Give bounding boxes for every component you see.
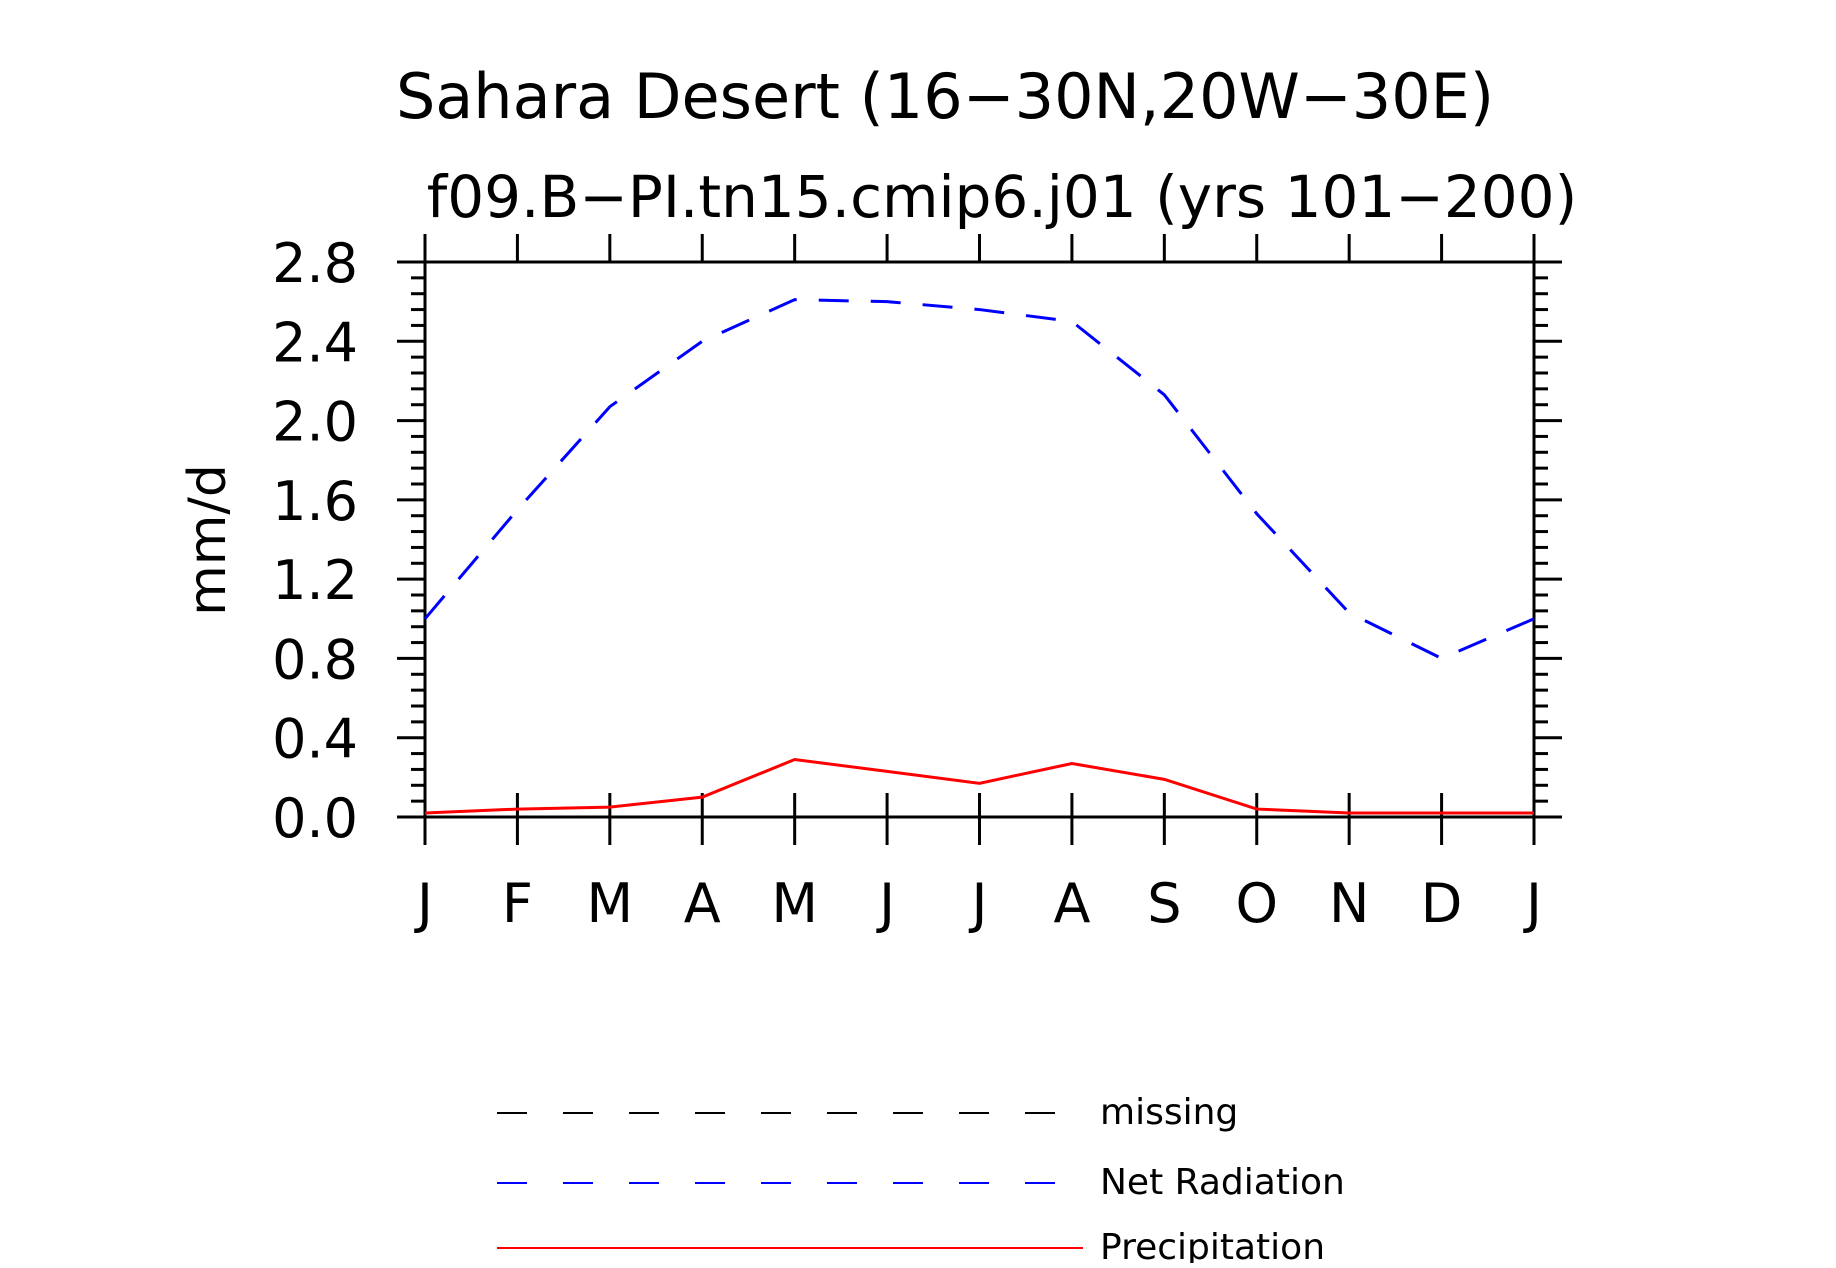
y-tick-label: 2.8	[272, 232, 358, 295]
x-tick-label: M	[587, 872, 634, 935]
y-tick-label: 2.0	[272, 391, 358, 454]
precipitation-line	[424, 757, 1534, 815]
x-tick-label: A	[684, 872, 721, 935]
net-radiation-line	[423, 298, 1535, 661]
y-tick-label: 0.4	[272, 708, 358, 771]
legend-precipitation-label: Precipitation	[1100, 1227, 1325, 1263]
legend-net-radiation-label: Net Radiation	[1100, 1162, 1345, 1203]
chart-title: Sahara Desert (16−30N,20W−30E)	[396, 60, 1494, 133]
y-axis-label: mm/d	[178, 464, 238, 616]
x-tick-label: A	[1053, 872, 1090, 935]
x-tick-label: F	[502, 872, 533, 935]
x-tick-label: O	[1235, 872, 1278, 935]
y-tick-label: 1.6	[272, 470, 358, 533]
y-tick-label: 0.0	[272, 787, 358, 850]
x-tick-label: J	[969, 872, 988, 935]
x-tick-label: M	[771, 872, 818, 935]
plot-frame	[423, 260, 1536, 819]
x-tick-label: D	[1421, 872, 1463, 935]
y-tick-label: 1.2	[272, 549, 358, 612]
x-tick-label: S	[1147, 872, 1181, 935]
legend: missing Net Radiation Precipitation	[497, 1092, 1345, 1268]
x-tick-label: J	[876, 872, 895, 935]
chart-subtitle: f09.B−PI.tn15.cmip6.j01 (yrs 101−200)	[427, 163, 1577, 231]
y-tick-label: 2.4	[272, 311, 358, 374]
plot-area: J F M A M J J A S O N D J0.00.40.81.21.62.02.42.8	[272, 232, 1562, 935]
x-tick-label: J	[414, 872, 433, 935]
x-tick-label: N	[1329, 872, 1369, 935]
x-tick-label: J	[1523, 872, 1542, 935]
y-tick-label: 0.8	[272, 628, 358, 691]
legend-missing-label: missing	[1100, 1092, 1238, 1133]
